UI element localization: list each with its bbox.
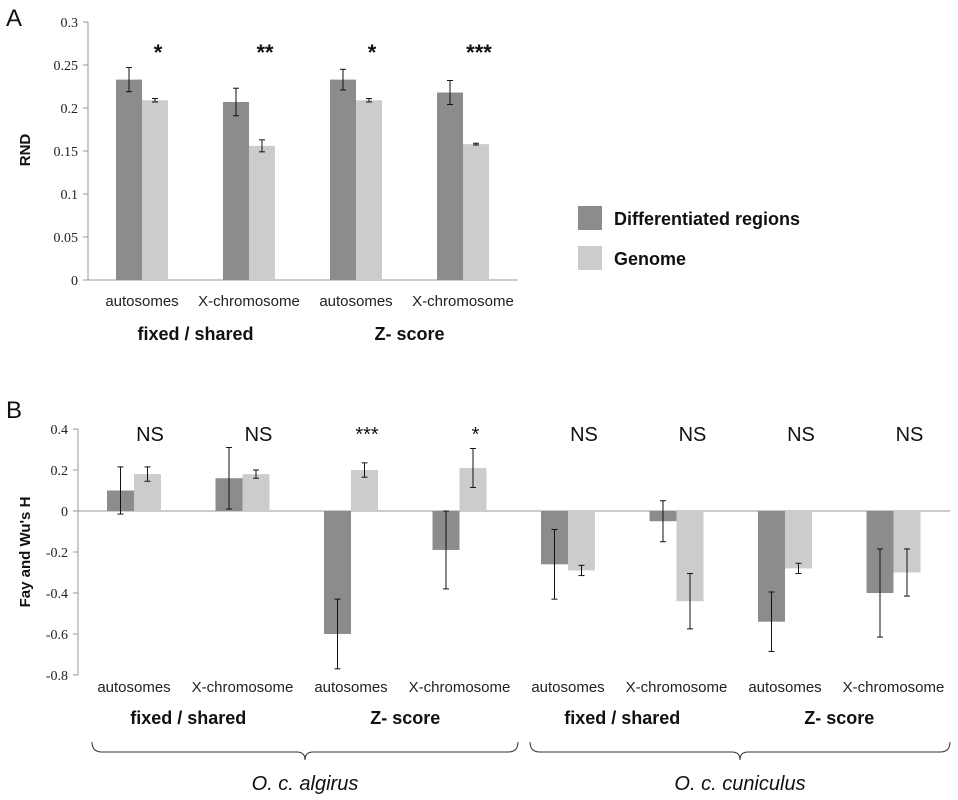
chart-b-category-label: X-chromosome: [626, 679, 728, 696]
chart-a-y-tick-label: 0.1: [61, 188, 79, 203]
legend-swatch-genome: [578, 246, 602, 270]
chart-a-significance-label: ***: [466, 40, 492, 65]
chart-b-bar: [242, 474, 270, 511]
chart-a: 0 0.05 0.1 0.15 0.2 0.25 0.3 RND autosomes * X-chr…: [17, 16, 518, 344]
subspecies-brace: [529, 741, 951, 761]
chart-a-group-label: fixed / shared: [137, 324, 253, 344]
chart-a-category-label: X-chromosome: [198, 293, 300, 310]
chart-b-category-label: autosomes: [97, 679, 170, 696]
chart-b-significance-label: NS: [570, 424, 598, 446]
chart-b-bar: [568, 511, 595, 571]
chart-b-y-tick-label: -0.4: [46, 587, 68, 602]
chart-b-significance-label: *: [472, 424, 480, 446]
chart-a-y-tick-label: 0.15: [54, 145, 79, 160]
legend: Differentiated regions Genome: [578, 206, 800, 270]
chart-a-significance-label: **: [256, 40, 274, 65]
chart-a-y-tick-label: 0.2: [61, 102, 79, 117]
panel-label-a: A: [6, 5, 22, 32]
chart-b-significance-label: NS: [896, 424, 924, 446]
chart-b-category-label: autosomes: [748, 679, 821, 696]
chart-b-significance-label: NS: [245, 424, 273, 446]
chart-a-y-tick-label: 0: [71, 274, 78, 289]
chart-a-significance-label: *: [154, 40, 163, 65]
chart-b-category-label: autosomes: [531, 679, 604, 696]
chart-b-category-label: autosomes: [314, 679, 387, 696]
subspecies-brace: [91, 741, 519, 761]
chart-a-bar: [330, 79, 356, 281]
chart-a-bar: [116, 79, 142, 281]
chart-b-category-label: X-chromosome: [192, 679, 294, 696]
legend-swatch-differentiated: [578, 206, 602, 230]
chart-b-significance-label: NS: [679, 424, 707, 446]
chart-a-y-tick-label: 0.05: [54, 231, 79, 246]
chart-a-category-label: autosomes: [319, 293, 392, 310]
chart-a-y-tick-label: 0.25: [54, 59, 79, 74]
chart-b-significance-label: ***: [355, 424, 379, 446]
chart-a-y-tick-label: 0.3: [61, 16, 79, 31]
chart-b-y-tick-label: 0.2: [51, 464, 69, 479]
chart-a-bar: [223, 101, 249, 280]
chart-b: 0.4 0.2 0 -0.2 -0.4 -0.6 -0.8 Fay and Wu's H aut…: [17, 423, 951, 795]
chart-a-bar: [249, 145, 275, 280]
chart-a-y-axis-label: RND: [17, 134, 34, 167]
chart-a-category-label: autosomes: [105, 293, 178, 310]
chart-b-group-label: fixed / shared: [130, 708, 246, 728]
chart-a-bar: [356, 100, 382, 280]
chart-a-significance-label: *: [368, 40, 377, 65]
chart-b-y-tick-label: 0.4: [51, 423, 69, 438]
subspecies-label: O. c. algirus: [252, 773, 359, 795]
chart-b-y-tick-label: -0.6: [46, 628, 68, 643]
chart-b-y-axis-label: Fay and Wu's H: [17, 497, 34, 608]
chart-a-bar: [463, 144, 489, 280]
chart-a-bar: [142, 100, 168, 280]
chart-b-bar: [785, 511, 812, 569]
chart-a-bar: [437, 92, 463, 281]
panel-label-b: B: [6, 397, 22, 424]
chart-b-significance-label: NS: [136, 424, 164, 446]
chart-a-category-label: X-chromosome: [412, 293, 514, 310]
chart-b-category-label: X-chromosome: [843, 679, 945, 696]
chart-b-category-label: X-chromosome: [409, 679, 511, 696]
legend-label-genome: Genome: [614, 249, 686, 269]
chart-b-group-label: Z- score: [370, 708, 440, 728]
chart-a-group-label: Z- score: [374, 324, 444, 344]
chart-b-group-label: Z- score: [804, 708, 874, 728]
chart-b-y-tick-label: -0.8: [46, 669, 68, 684]
legend-label-differentiated: Differentiated regions: [614, 209, 800, 229]
chart-b-y-tick-label: 0: [61, 505, 68, 520]
chart-b-y-tick-label: -0.2: [46, 546, 68, 561]
subspecies-label: O. c. cuniculus: [674, 773, 805, 795]
chart-b-significance-label: NS: [787, 424, 815, 446]
chart-b-group-label: fixed / shared: [564, 708, 680, 728]
